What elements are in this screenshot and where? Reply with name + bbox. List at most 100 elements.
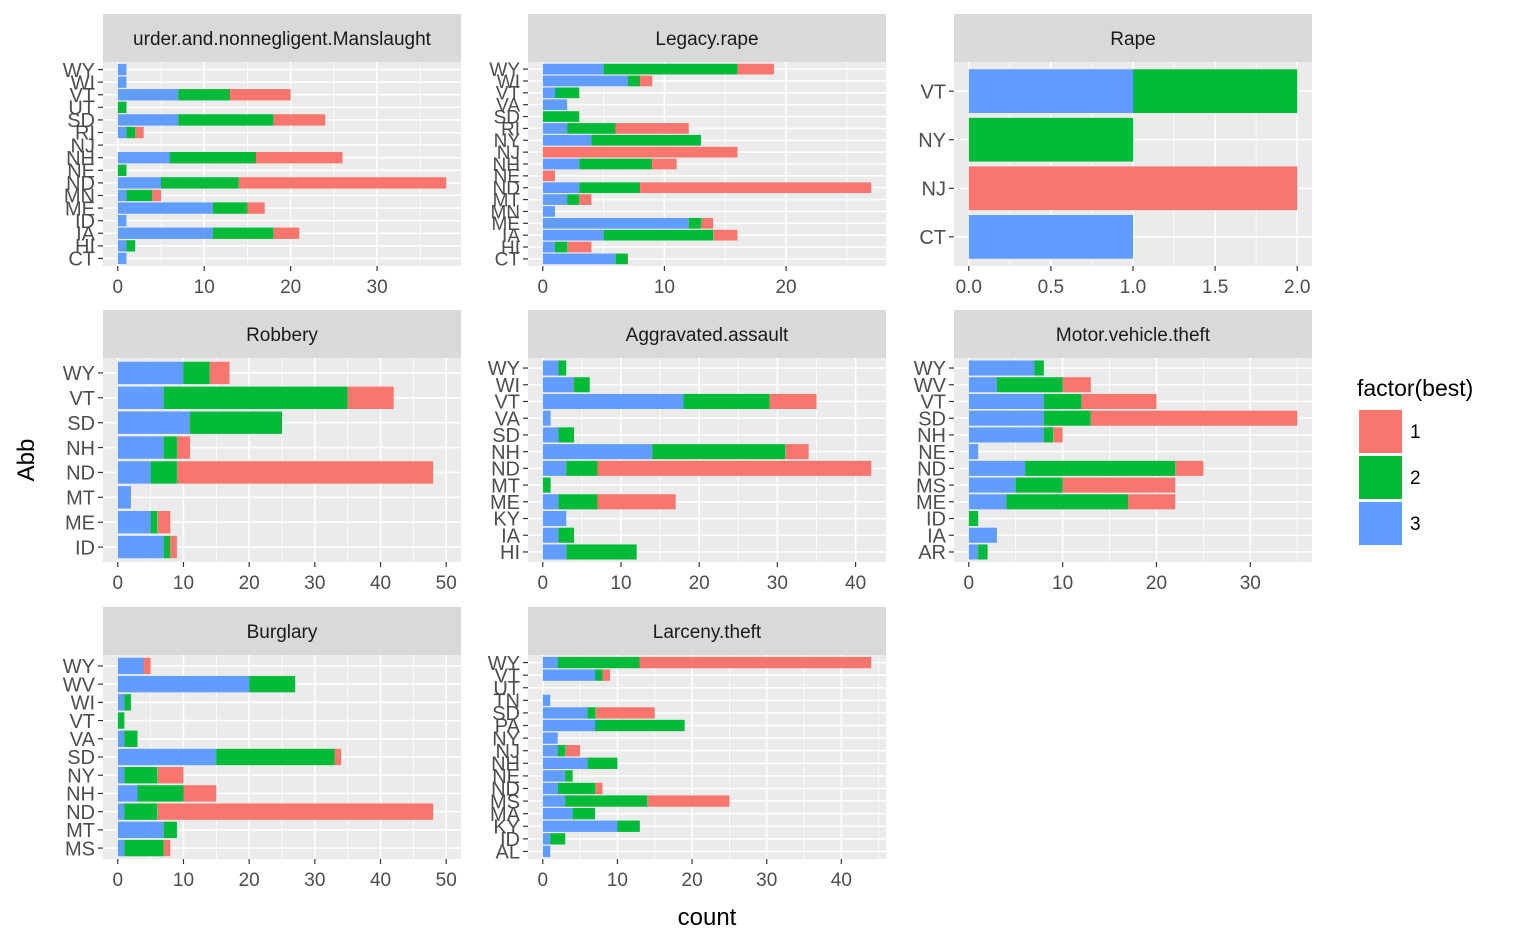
x-tick-label-burglary: 50	[436, 870, 457, 891]
bar-robbery-me-group-2	[150, 511, 158, 534]
bar-aggravated-assault-hi-group-3	[542, 544, 567, 560]
strip-burglary	[103, 607, 461, 655]
x-tick-label-burglary: 0	[112, 870, 123, 891]
y-tick-label-larceny-theft-sd: SD	[492, 703, 520, 725]
bar-murder-and-nonnegligent-manslaughter-nh-group-3	[117, 152, 170, 164]
bar-legacy-rape-ny-group-3	[542, 134, 592, 146]
y-tick-label-larceny-theft-nd: ND	[491, 779, 520, 801]
y-tick-label-burglary-wy: WY	[63, 656, 95, 678]
bar-legacy-rape-nd-group-1	[640, 182, 872, 194]
bar-legacy-rape-ia-group-2	[603, 229, 714, 241]
bar-motor-vehicle-theft-sd-group-2	[1043, 410, 1091, 426]
bar-aggravated-assault-ky-group-3	[542, 511, 567, 527]
y-tick-label-aggravated-assault-hi: HI	[500, 542, 520, 564]
bar-larceny-theft-ky-group-3	[542, 820, 618, 832]
bar-legacy-rape-nd-group-3	[542, 182, 580, 194]
bar-motor-vehicle-theft-ms-group-1	[1062, 477, 1176, 493]
bar-legacy-rape-nh-group-1	[652, 158, 677, 170]
bar-legacy-rape-nh-group-3	[542, 158, 580, 170]
bar-aggravated-assault-me-group-2	[558, 494, 598, 510]
bar-robbery-vt-group-1	[347, 386, 394, 409]
bar-murder-and-nonnegligent-manslaughter-sd-group-3	[117, 114, 179, 126]
bar-murder-and-nonnegligent-manslaughter-sd-group-2	[178, 114, 274, 126]
bar-aggravated-assault-nd-group-1	[597, 460, 872, 476]
bar-legacy-rape-ri-group-3	[542, 123, 568, 134]
bar-aggravated-assault-va-group-3	[542, 410, 551, 426]
bar-robbery-id-group-3	[117, 535, 164, 559]
bar-robbery-sd-group-2	[190, 411, 282, 434]
bar-motor-vehicle-theft-nh-group-2	[1043, 427, 1054, 443]
y-tick-label-murder-and-nonnegligent-manslaughter-me: ME	[65, 198, 95, 220]
y-tick-label-murder-and-nonnegligent-manslaughter-wi: WI	[71, 72, 95, 94]
bar-motor-vehicle-theft-wy-group-3	[968, 360, 1035, 376]
y-tick-label-larceny-theft-vt: VT	[494, 665, 520, 687]
strip-title-motor-vehicle-theft: Motor.vehicle.theft	[1056, 325, 1211, 346]
y-tick-label-murder-and-nonnegligent-manslaughter-sd: SD	[67, 110, 95, 132]
y-tick-label-legacy-rape-sd: SD	[494, 107, 520, 128]
bar-legacy-rape-vt-group-3	[542, 87, 555, 99]
y-tick-label-motor-vehicle-theft-sd: SD	[918, 408, 946, 430]
y-tick-label-motor-vehicle-theft-ms: MS	[916, 475, 946, 497]
y-tick-label-burglary-ny: NY	[67, 765, 95, 787]
bar-burglary-sd-group-1	[334, 748, 342, 766]
y-tick-label-motor-vehicle-theft-id: ID	[926, 509, 946, 531]
bar-burglary-va-group-2	[124, 730, 138, 747]
bar-robbery-id-group-1	[170, 535, 177, 559]
y-tick-label-legacy-rape-wi: WI	[497, 72, 520, 93]
x-tick-label-motor-vehicle-theft: 20	[1146, 573, 1167, 594]
bar-murder-and-nonnegligent-manslaughter-ia-group-2	[212, 227, 274, 239]
y-tick-label-legacy-rape-ct: CT	[495, 250, 521, 271]
y-tick-label-murder-and-nonnegligent-manslaughter-wy: WY	[63, 60, 95, 82]
y-tick-label-legacy-rape-va: VA	[496, 96, 520, 117]
y-tick-label-burglary-wv: WV	[63, 674, 96, 696]
bar-motor-vehicle-theft-wv-group-2	[996, 377, 1063, 393]
strip-title-rape: Rape	[1110, 29, 1155, 50]
y-tick-label-legacy-rape-ri: RI	[501, 119, 520, 140]
panel-rape: Rape CT NJ NY VT 0.0 0.5 1.0 1.5 2.0	[918, 14, 1312, 298]
y-tick-label-legacy-rape-me: ME	[492, 214, 521, 235]
bar-larceny-theft-ma-group-2	[572, 808, 596, 820]
bar-larceny-theft-nj-group-2	[557, 745, 566, 757]
bar-robbery-sd-group-3	[117, 411, 191, 434]
y-tick-label-burglary-ms: MS	[65, 838, 95, 860]
bar-robbery-me-group-1	[157, 511, 171, 534]
bar-motor-vehicle-theft-ms-group-2	[1015, 477, 1063, 493]
bar-larceny-theft-nj-group-1	[565, 745, 581, 757]
y-tick-label-aggravated-assault-va: VA	[495, 408, 521, 430]
strip-robbery	[103, 310, 461, 358]
bar-burglary-wy-group-1	[144, 657, 151, 675]
y-tick-label-robbery-wy: WY	[63, 363, 95, 385]
bar-murder-and-nonnegligent-manslaughter-nd-group-1	[238, 177, 447, 189]
y-tick-label-motor-vehicle-theft-wy: WY	[914, 358, 946, 380]
y-tick-label-murder-and-nonnegligent-manslaughter-vt: VT	[69, 85, 95, 107]
x-tick-label-larceny-theft: 30	[756, 870, 777, 891]
facet-panels: urder.and.nonnegligent.ManslaughtCTHIIAI…	[63, 14, 1312, 891]
y-tick-label-larceny-theft-wy: WY	[488, 653, 520, 675]
legend-key-3	[1359, 502, 1402, 545]
panel-murder-and-nonnegligent-manslaughter: urder.and.nonnegligent.Manslaught CTHIIAI…	[63, 14, 461, 298]
bar-legacy-rape-va-group-3	[542, 99, 568, 111]
x-tick-label-aggravated-assault: 0	[537, 573, 548, 594]
y-tick-label-robbery-nh: NH	[66, 438, 95, 460]
bar-rape-vt-group-3	[968, 69, 1133, 113]
y-tick-label-motor-vehicle-theft-ia: IA	[927, 525, 947, 547]
x-tick-label-aggravated-assault: 40	[845, 573, 866, 594]
strip-title-robbery: Robbery	[246, 325, 318, 346]
bar-larceny-theft-ms-group-2	[565, 795, 648, 807]
bar-larceny-theft-wy-group-1	[639, 656, 872, 669]
strip-title-aggravated-assault: Aggravated.assault	[626, 325, 789, 346]
y-tick-label-rape-nj: NJ	[922, 178, 946, 200]
bar-legacy-rape-ia-group-3	[542, 229, 604, 241]
bar-motor-vehicle-theft-nh-group-3	[968, 427, 1044, 443]
bar-murder-and-nonnegligent-manslaughter-wi-group-3	[117, 76, 127, 88]
bar-legacy-rape-ct-group-2	[615, 253, 628, 265]
y-tick-label-rape-vt: VT	[920, 81, 946, 103]
y-tick-label-burglary-mt: MT	[66, 820, 95, 842]
y-tick-label-murder-and-nonnegligent-manslaughter-mn: MN	[64, 186, 95, 208]
bar-robbery-me-group-3	[117, 511, 151, 534]
y-tick-label-aggravated-assault-ky: KY	[493, 509, 520, 531]
bar-aggravated-assault-ia-group-3	[542, 527, 559, 543]
x-tick-label-robbery: 0	[112, 573, 123, 594]
bar-burglary-mt-group-2	[163, 821, 177, 839]
bar-larceny-theft-ms-group-1	[647, 795, 730, 807]
